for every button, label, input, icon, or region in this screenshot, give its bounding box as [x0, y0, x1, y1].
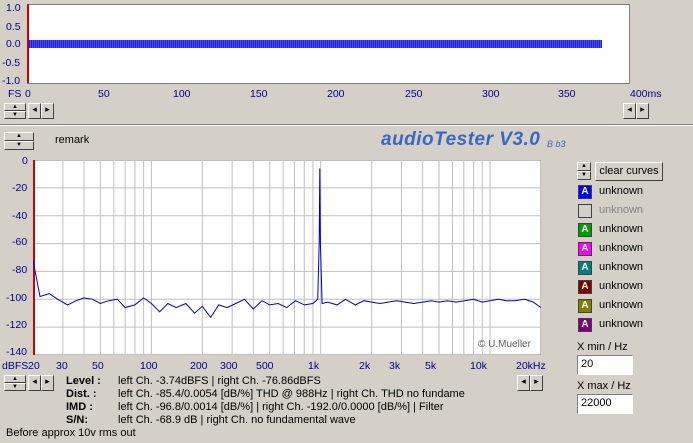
spec-y-unit: dBFS — [2, 360, 29, 372]
channel-label-8: unknown — [599, 318, 644, 330]
spec-y-tick: -80 — [12, 264, 28, 276]
spec-x-tick: 3k — [389, 360, 401, 372]
spec-x-tick: 2k — [359, 360, 371, 372]
spec-x-tick: 100 — [140, 360, 158, 372]
xmax-input[interactable]: 22000 — [577, 394, 633, 414]
clear-curves-button[interactable]: clear curves — [595, 162, 663, 181]
xmin-input[interactable]: 20 — [577, 355, 633, 375]
imd-value: left Ch. -96.8/0.0014 [dB/%] | right Ch.… — [118, 401, 444, 413]
sn-label: S/N: — [66, 414, 88, 426]
spec-y-tick: -60 — [12, 236, 28, 248]
channel-label-6: unknown — [599, 280, 644, 292]
spec-zoom-right[interactable]: ▸ — [530, 375, 543, 391]
spectrum-plot — [33, 160, 541, 355]
spec-x-tick: 5k — [425, 360, 437, 372]
spec-y-tick: -20 — [12, 182, 28, 194]
spec-scroll-right[interactable]: ▸ — [41, 375, 54, 391]
divider — [0, 124, 693, 125]
spec-y-tick: -40 — [12, 210, 28, 222]
spec-y-tick: -140 — [6, 346, 28, 358]
spec-x-tick: 1k — [308, 360, 320, 372]
time-domain-signal — [29, 40, 602, 48]
spec-y-spin-up[interactable]: ▲ — [4, 375, 26, 383]
sn-value: left Ch. -68.9 dB | right Ch. no fundame… — [118, 414, 356, 426]
spec-x-tick: 500 — [256, 360, 274, 372]
channel-label-3: unknown — [599, 223, 644, 235]
version-badge: B b3 — [547, 139, 566, 149]
channel-spin-up[interactable]: ▲ — [577, 162, 591, 171]
time-zoom-left[interactable]: ◂ — [623, 103, 636, 119]
spectrum-series-line-1 — [33, 168, 541, 319]
spec-x-tick: 20kHz — [516, 360, 546, 372]
time-x-tick: 200 — [327, 88, 345, 100]
time-y-tick: 0.0 — [6, 38, 21, 50]
time-y-spin-up[interactable]: ▲ — [4, 103, 26, 111]
spec-zoom-left[interactable]: ◂ — [517, 375, 530, 391]
time-x-tick: 50 — [98, 88, 110, 100]
spec-y-tick: 0 — [22, 155, 28, 167]
dist-label: Dist. : — [66, 388, 97, 400]
channel-toggle-3[interactable]: A — [578, 223, 592, 237]
time-y-tick: 0.5 — [6, 21, 21, 33]
channel-toggle-5[interactable]: A — [578, 261, 592, 275]
channel-toggle-6[interactable]: A — [578, 280, 592, 294]
time-y-spin-down[interactable]: ▼ — [4, 111, 26, 119]
spec-x-tick: 300 — [220, 360, 238, 372]
channel-toggle-2[interactable] — [578, 204, 592, 218]
spec-x-tick: 20 — [28, 360, 40, 372]
remark-label: remark — [55, 134, 90, 146]
time-y-tick: 1.0 — [6, 2, 21, 14]
time-domain-y-axis-line — [27, 4, 29, 83]
spec-x-tick: 50 — [92, 360, 104, 372]
time-x-tick: 400ms — [630, 88, 662, 100]
channel-label-1: unknown — [599, 185, 644, 197]
imd-label: IMD : — [66, 401, 93, 413]
time-x-tick: 300 — [482, 88, 500, 100]
level-label: Level : — [66, 375, 101, 387]
channel-toggle-8[interactable]: A — [578, 318, 592, 332]
spec-y-tick: -100 — [6, 292, 28, 304]
time-y-tick: -1.0 — [2, 75, 21, 87]
level-value: left Ch. -3.74dBFS | right Ch. -76.86dBF… — [118, 375, 321, 387]
watermark: © U.Mueller — [478, 339, 531, 350]
dist-value: left Ch. -85.4/0.0054 [dB/%] THD @ 988Hz… — [118, 388, 465, 400]
channel-label-4: unknown — [599, 242, 644, 254]
spec-x-tick: 30 — [56, 360, 68, 372]
time-y-tick: -0.5 — [2, 57, 21, 69]
channel-spin-down[interactable]: ▼ — [577, 171, 591, 180]
channel-label-2: unknown — [599, 204, 644, 216]
xmin-label: X min / Hz — [577, 341, 628, 353]
spec-y-tick: -120 — [6, 319, 28, 331]
spec-x-tick: 10k — [470, 360, 487, 372]
time-x-tick: 350 — [558, 88, 576, 100]
time-scroll-left[interactable]: ◂ — [28, 103, 41, 119]
time-scroll-right[interactable]: ▸ — [41, 103, 54, 119]
channel-toggle-7[interactable]: A — [578, 299, 592, 313]
spec-y-spin-down[interactable]: ▼ — [4, 383, 26, 391]
channel-toggle-1[interactable]: A — [578, 185, 592, 199]
channel-toggle-4[interactable]: A — [578, 242, 592, 256]
status-text: Before approx 10v rms out — [6, 427, 136, 439]
time-y-unit: FS — [8, 88, 22, 100]
xmax-label: X max / Hz — [577, 380, 631, 392]
divider — [0, 125, 693, 126]
remark-spin-down[interactable]: ▼ — [4, 141, 34, 150]
time-x-tick: 0 — [25, 88, 31, 100]
time-x-tick: 150 — [250, 88, 268, 100]
remark-spin-up[interactable]: ▲ — [4, 132, 34, 141]
time-x-tick: 100 — [173, 88, 191, 100]
channel-label-7: unknown — [599, 299, 644, 311]
spec-scroll-left[interactable]: ◂ — [28, 375, 41, 391]
time-zoom-right[interactable]: ▸ — [636, 103, 649, 119]
time-x-tick: 250 — [405, 88, 423, 100]
spec-x-tick: 200 — [190, 360, 208, 372]
app-title: audioTester V3.0 — [381, 129, 541, 150]
channel-label-5: unknown — [599, 261, 644, 273]
spectrum-background — [33, 160, 541, 355]
